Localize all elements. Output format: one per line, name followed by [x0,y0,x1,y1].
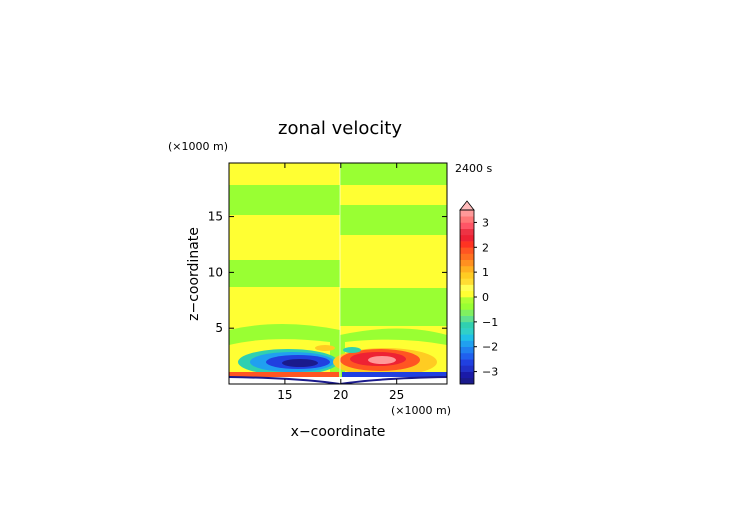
band-right-1 [340,205,447,235]
colorbar-segment [460,340,474,348]
colorbar-segment [460,259,474,267]
colorbar-segment [460,377,474,385]
colorbar-segment [460,334,474,341]
colorbar-segment [460,290,474,298]
colorbar-segment [460,247,474,254]
colorbar-segment [460,352,474,360]
band-right-2 [340,288,447,326]
band-left-2 [229,260,340,287]
colorbar-segment [460,328,474,335]
colorbar-tick-label: 1 [482,266,489,279]
x-axis-unit: (×1000 m) [391,404,451,417]
colorbar-tick-label: 0 [482,291,489,304]
colorbar-extend-arrow [459,200,475,211]
colorbar-tick-label: −1 [482,316,498,329]
band-left-1 [229,185,340,215]
y-tick-label: 15 [208,210,223,224]
colorbar-segment [460,222,474,229]
colorbar-tick-label: −2 [482,341,498,354]
colorbar-segment [460,365,474,372]
colorbar-segment [460,228,474,236]
colorbar-segment [460,371,474,379]
x-tick-label: 25 [389,388,404,402]
y-tick-label: 5 [215,321,223,335]
x-axis-label: x−coordinate [291,424,386,440]
colorbar-segment [460,241,474,248]
colorbar-segment [460,216,474,223]
colorbar-segment [460,278,474,285]
colorbar-segment [460,315,474,323]
colorbar-segment [460,346,474,354]
surface-right [342,372,447,377]
colorbar-segment [460,321,474,329]
x-tick-label: 20 [333,388,348,402]
colorbar-segment [460,253,474,261]
neg-jet-core [282,359,318,367]
colorbar: 3 2 1 0 −1 −2 −3 [459,200,498,385]
x-tick-label: 15 [277,388,292,402]
colorbar-segment [460,234,474,242]
chart-title: zonal velocity [278,118,402,139]
colorbar-segment [460,359,474,366]
pos-jet-core [368,356,396,364]
colorbar-segment [460,284,474,292]
y-tick-label: 10 [208,265,223,279]
colorbar-segment [460,265,474,273]
feature-b [343,347,361,353]
terrain-edge [229,376,447,384]
plot-frame [228,162,448,385]
y-axis-label: z−coordinate [186,227,202,321]
feature-a [315,345,335,351]
colorbar-segment [460,210,474,217]
colorbar-tick-label: −3 [482,366,498,379]
band-right-0 [340,163,447,185]
x-axis: 15 20 25 [277,163,404,402]
colorbar-tick-label: 2 [482,241,489,254]
velocity-field [229,163,447,384]
colorbar-segment [460,272,474,279]
time-label: 2400 s [455,162,492,175]
colorbar-segment [460,297,474,304]
colorbar-segment [460,303,474,310]
surface-left [229,372,339,377]
y-axis-unit: (×1000 m) [168,140,228,153]
y-axis: 5 10 15 [208,210,447,335]
colorbar-segment [460,309,474,316]
terrain [229,377,447,384]
colorbar-tick-label: 3 [482,216,489,229]
